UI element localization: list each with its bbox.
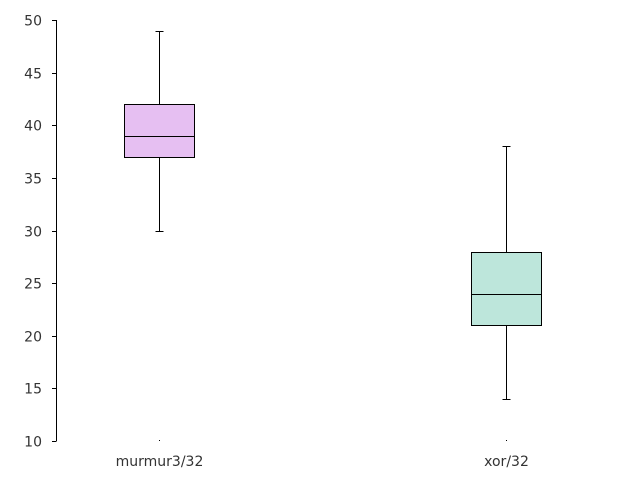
x-tick-label: murmur3/32 (116, 454, 204, 470)
y-tick-label: 40 (24, 119, 42, 135)
y-tick-label: 35 (24, 172, 42, 188)
y-tick-label: 20 (24, 330, 42, 346)
y-tick-label: 30 (24, 225, 42, 241)
box-1 (124, 31, 195, 232)
x-tick-label: xor/32 (484, 454, 529, 470)
boxes (124, 31, 542, 400)
y-tick-label: 45 (24, 67, 42, 83)
y-tick-label: 25 (24, 277, 42, 293)
y-tick-label: 50 (24, 14, 42, 30)
y-tick-label: 15 (24, 382, 42, 398)
iqr-box (124, 104, 195, 158)
x-axis: murmur3/32 xor/32 (116, 440, 529, 470)
y-axis: 10 15 20 25 30 35 40 45 50 (24, 14, 57, 451)
iqr-box (471, 252, 542, 326)
y-tick-label: 10 (24, 435, 42, 451)
box-2 (471, 146, 542, 400)
